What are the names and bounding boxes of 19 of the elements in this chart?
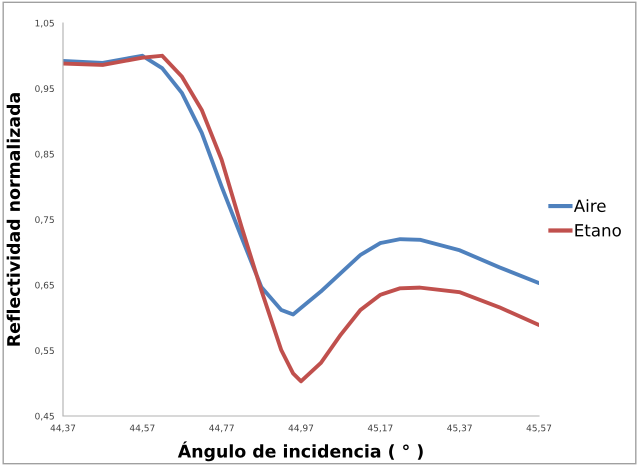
x-tick-label: 44,57	[130, 424, 154, 432]
y-axis-title: Reflectividad normalizada	[6, 93, 20, 346]
x-tick-label: 44,97	[288, 424, 314, 432]
x-tick-label: 45,17	[368, 424, 392, 432]
line-series	[63, 54, 539, 384]
y-tick-label: 0,95	[35, 85, 54, 93]
x-tick-label: 44,77	[209, 424, 234, 432]
y-tick-label: 1,05	[36, 20, 54, 28]
y-tick-label: 0,85	[35, 150, 54, 158]
legend-label: Aire	[574, 199, 606, 212]
x-axis-title: Ángulo de incidencia ( ° )	[178, 441, 423, 462]
x-tick-label: 44,37	[50, 424, 76, 432]
y-tick-label: 0,65	[35, 282, 54, 290]
x-tick-label: 45,57	[526, 424, 552, 432]
y-tick-label: 0,75	[35, 216, 54, 224]
y-tick-label: 0,45	[35, 412, 54, 420]
y-tick-label: 0,55	[35, 347, 54, 355]
legend-label: Etano	[575, 224, 621, 237]
x-tick-label: 45,37	[447, 424, 472, 432]
